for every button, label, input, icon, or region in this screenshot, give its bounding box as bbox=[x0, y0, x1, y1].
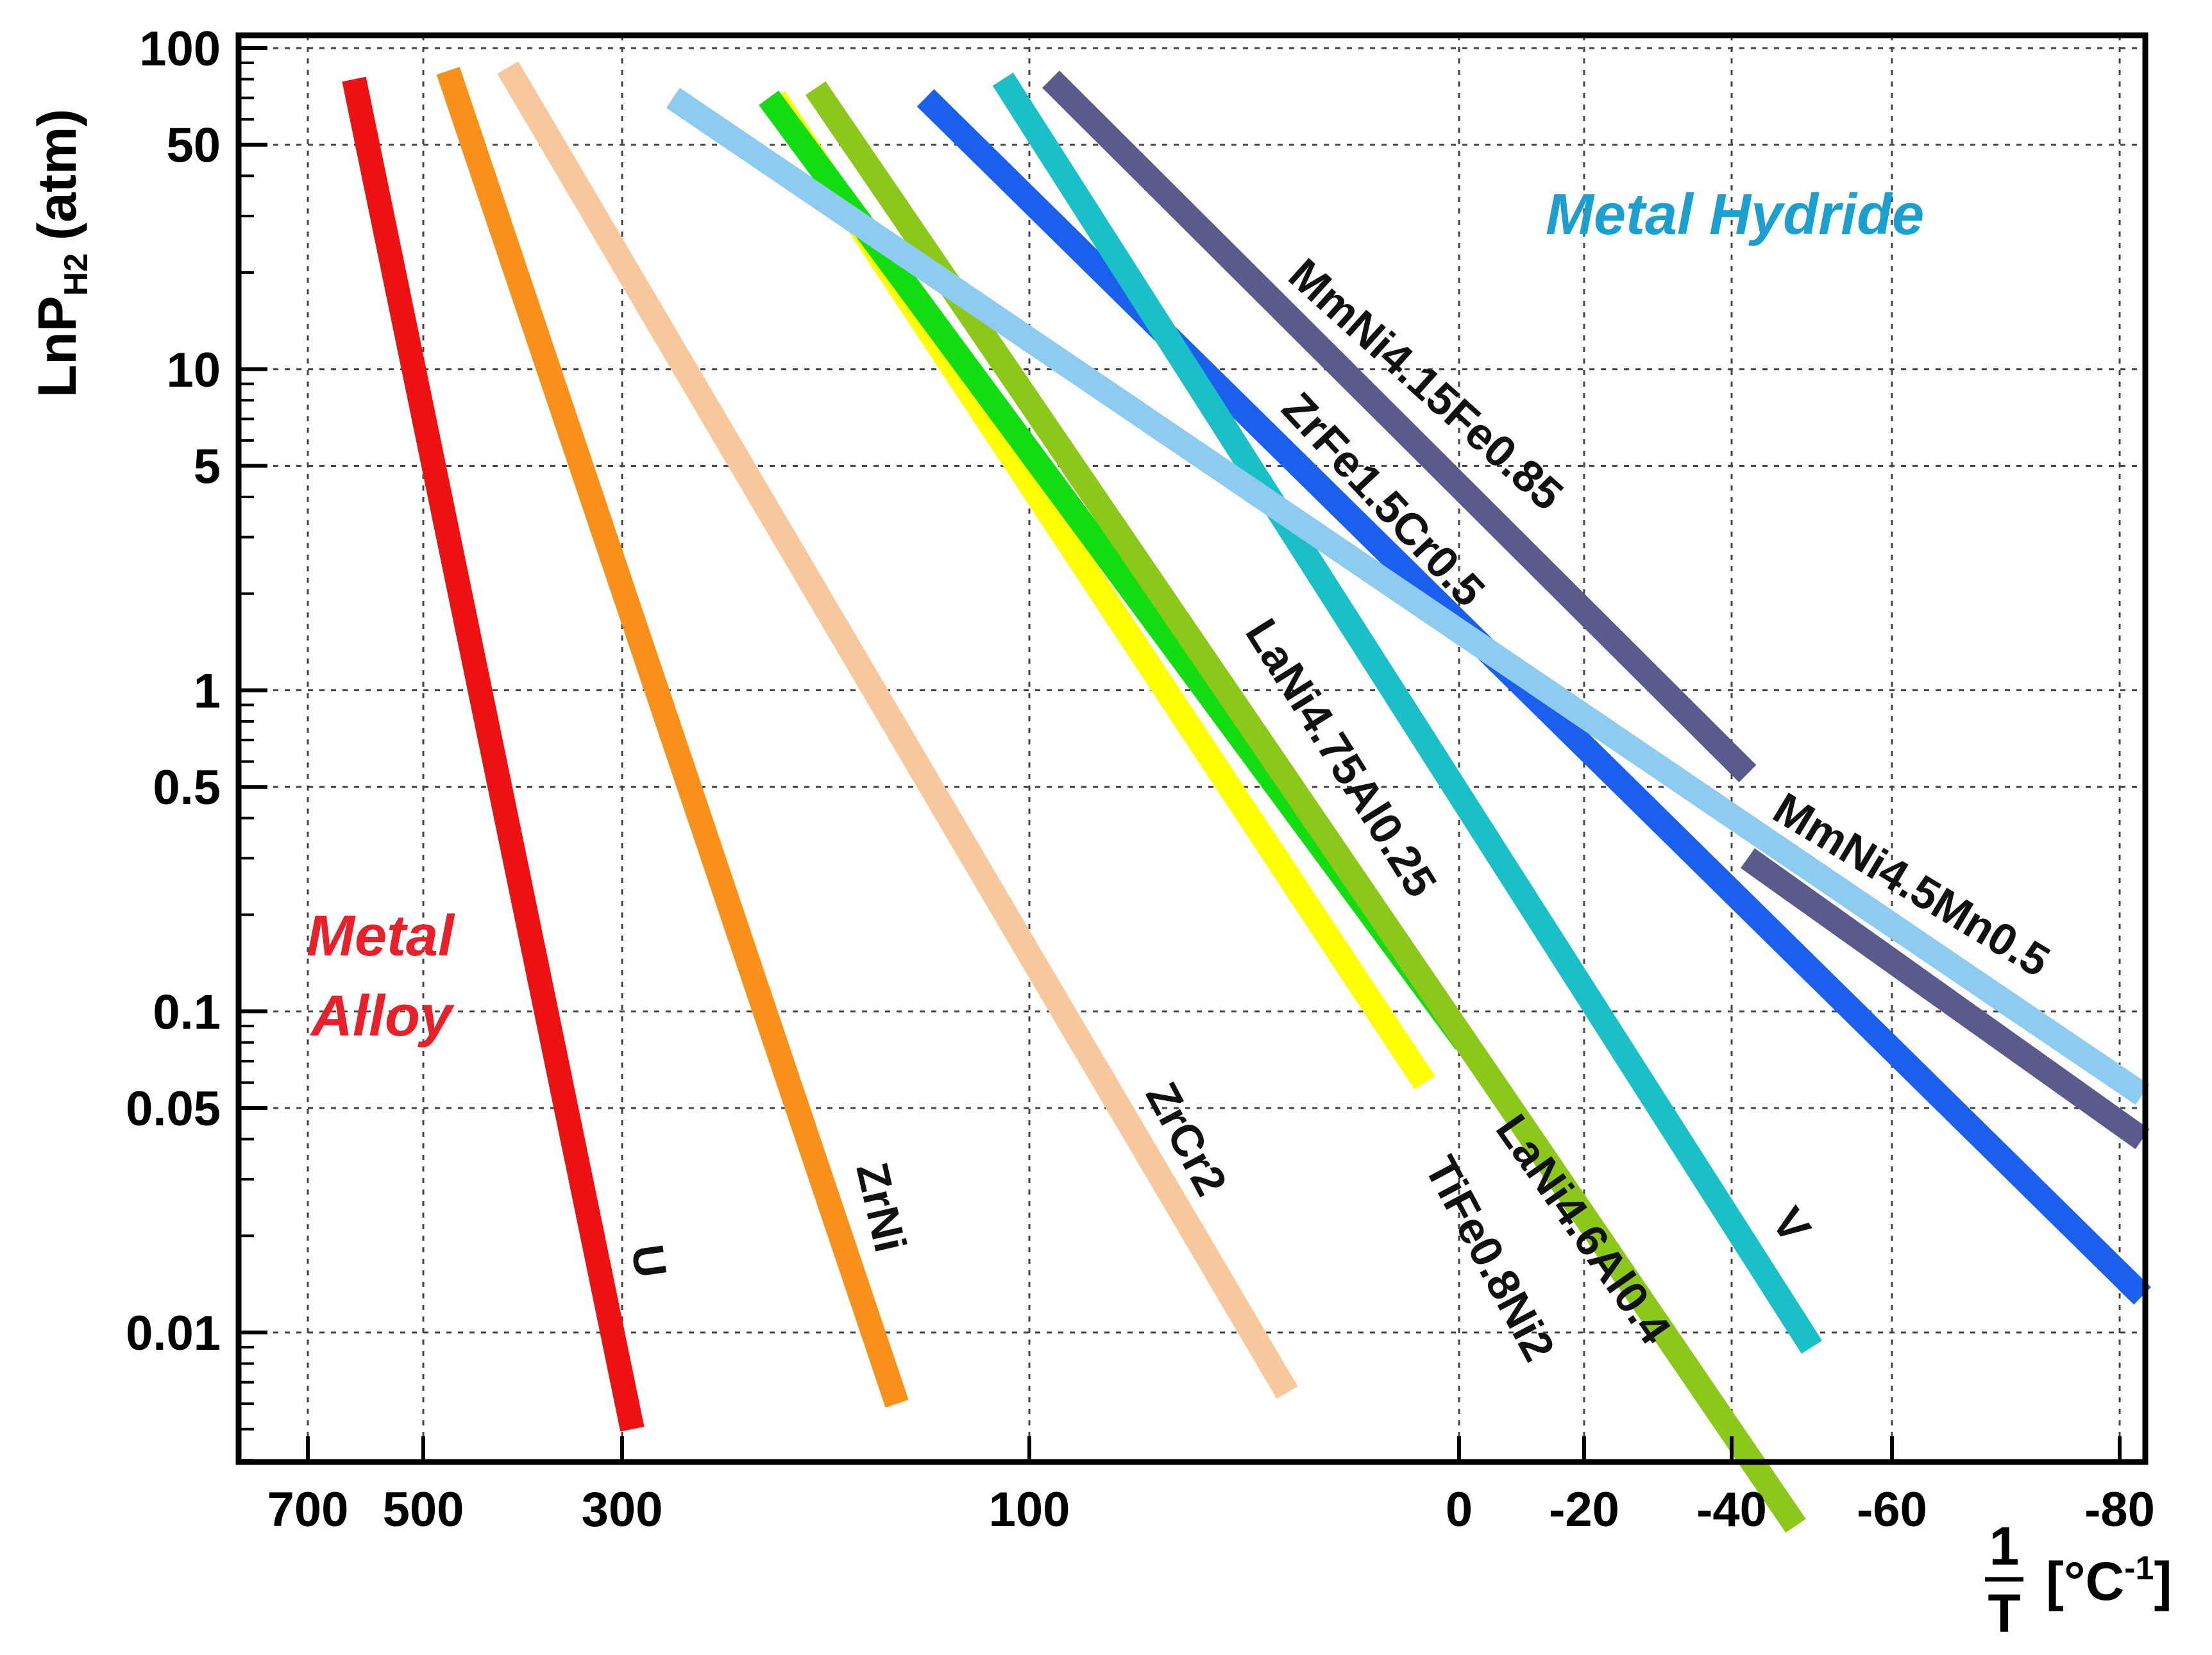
series-group bbox=[342, 61, 2151, 1533]
series-line-mmni4-5mn0-5 bbox=[666, 87, 2150, 1105]
x-tick-label-6: -40 bbox=[1696, 1483, 1767, 1537]
x-axis-label-denominator: T bbox=[1988, 1583, 2020, 1643]
series-line-zrni bbox=[436, 67, 909, 1408]
series-line-zrcr2 bbox=[497, 61, 1298, 1399]
series-line-mmni4-5mn0-5-tail bbox=[1740, 848, 2150, 1149]
y-tick-label-7: 0.05 bbox=[126, 1082, 221, 1136]
series-label-u: U bbox=[622, 1241, 676, 1281]
x-tick-label-1: 500 bbox=[383, 1483, 464, 1537]
series-line-v bbox=[992, 72, 1823, 1354]
x-axis-label: 1 T [°C-1] bbox=[1985, 1516, 2172, 1643]
x-tick-label-5: -20 bbox=[1549, 1483, 1619, 1537]
x-tick-label-2: 300 bbox=[582, 1483, 663, 1537]
y-tick-label-8: 0.01 bbox=[126, 1306, 221, 1361]
y-axis-label-main: LnP bbox=[27, 296, 87, 398]
annotation-alloy: Alloy bbox=[310, 984, 455, 1048]
plot-frame bbox=[235, 32, 2149, 1465]
x-tick-label-3: 100 bbox=[989, 1483, 1070, 1537]
x-tick-labels: 700 500 300 100 0 -20 -40 -60 -80 bbox=[267, 1483, 2155, 1537]
y-tick-label-0: 100 bbox=[139, 22, 221, 76]
annotation-metal-hydride: Metal Hydride bbox=[1546, 183, 1924, 247]
x-tick-label-0: 700 bbox=[267, 1483, 349, 1537]
y-axis-label: LnPH2 (atm) bbox=[27, 109, 95, 398]
series-line-mmni4-15fe0-85 bbox=[1042, 71, 1757, 782]
y-tick-label-4: 1 bbox=[194, 664, 221, 719]
annotation-metal: Metal bbox=[307, 904, 455, 968]
x-axis-label-numerator: 1 bbox=[1989, 1516, 2020, 1576]
x-tick-label-8: -80 bbox=[2084, 1483, 2155, 1537]
axis-ticks bbox=[239, 46, 2122, 1462]
y-tick-label-2: 10 bbox=[166, 343, 221, 398]
y-axis-label-unit: (atm) bbox=[27, 109, 87, 240]
y-tick-labels: 100 50 10 5 1 0.5 0.1 0.05 0.01 bbox=[126, 22, 221, 1361]
series-line-u bbox=[342, 76, 645, 1432]
x-axis-label-unit: [°C-1] bbox=[2046, 1550, 2172, 1611]
y-tick-label-1: 50 bbox=[166, 119, 221, 173]
series-line-lani4-75al0-25 bbox=[805, 81, 1806, 1533]
y-tick-label-5: 0.5 bbox=[153, 760, 221, 815]
y-axis-label-subscript: H2 bbox=[58, 253, 95, 296]
x-tick-label-7: -60 bbox=[1857, 1483, 1927, 1537]
x-tick-label-4: 0 bbox=[1446, 1483, 1473, 1537]
y-tick-label-3: 5 bbox=[194, 439, 221, 494]
y-tick-label-6: 0.1 bbox=[153, 985, 221, 1039]
